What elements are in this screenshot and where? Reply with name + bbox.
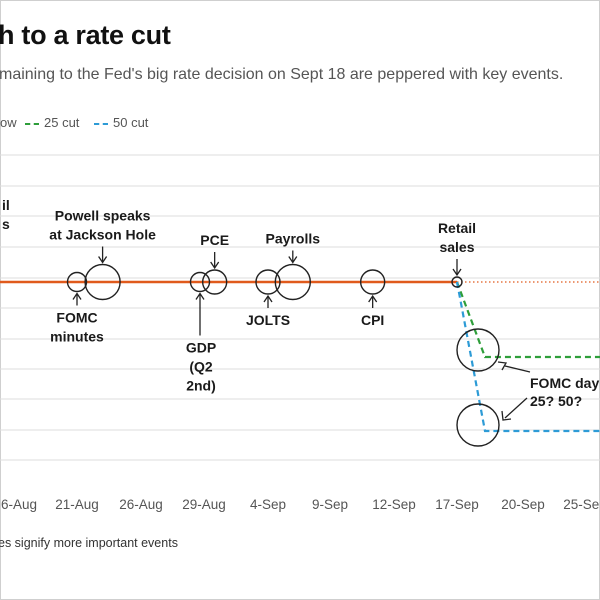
event-marker-payrolls <box>274 263 311 301</box>
fomc-arrow-upper-head <box>497 361 508 371</box>
event-arrow-head-jolts <box>263 294 273 303</box>
event-label-fomc-minutes: FOMC <box>56 310 97 326</box>
event-label-partial-line2: s <box>2 216 10 232</box>
event-marker-jolts <box>255 269 281 295</box>
event-label-partial-line1: il <box>2 197 10 213</box>
event-label-gdp-q2-2nd: GDP <box>186 340 216 356</box>
event-label-powell-speaks-at-jackson-hole: Powell speaks <box>55 208 151 224</box>
series-25-cut-line <box>455 281 600 359</box>
fomc-arrow-lower <box>504 397 528 419</box>
x-tick-label: 20-Sep <box>501 497 545 512</box>
event-marker-fomc-minutes <box>66 271 88 293</box>
event-arrow-head-fomc-minutes <box>72 292 82 300</box>
fomc-arrow-upper <box>504 365 531 373</box>
legend-item-50-cut: 50 cut <box>94 115 148 130</box>
event-label-gdp-q2-2nd: 2nd) <box>186 378 216 394</box>
event-labels: il s FOMC minutes Powell speaks at Jackson … <box>2 197 599 409</box>
x-tick-label: 17-Sep <box>435 497 479 512</box>
event-arrow-head-powell-speaks-at-jackson-hole <box>98 256 108 264</box>
x-tick-label: 12-Sep <box>372 497 416 512</box>
event-arrow-head-cpi <box>368 294 378 303</box>
legend-label-50-cut: 50 cut <box>113 115 149 130</box>
event-label-pce: PCE <box>200 232 229 248</box>
event-label-gdp-q2-2nd: (Q2 <box>189 359 213 375</box>
event-label-fomc-day-25-50: FOMC day <box>530 375 599 391</box>
event-marker-powell-speaks-at-jackson-hole <box>84 263 121 301</box>
event-markers <box>66 263 500 447</box>
fomc-circle-25 <box>456 328 500 372</box>
event-arrow-head-retail-sales <box>452 268 462 277</box>
x-tick-label: 6-Aug <box>1 497 37 512</box>
fomc-circle-50 <box>456 403 500 447</box>
event-arrow-head-pce <box>210 261 220 270</box>
event-label-powell-speaks-at-jackson-hole: at Jackson Hole <box>49 227 156 243</box>
x-tick-label: 21-Aug <box>55 497 99 512</box>
event-label-fomc-day-25-50: 25? 50? <box>530 393 582 409</box>
legend-label-now: ow <box>0 115 17 130</box>
chart-title: h to a rate cut <box>0 20 171 50</box>
event-arrow-head-payrolls <box>288 256 298 264</box>
event-label-fomc-minutes: minutes <box>50 329 104 345</box>
series-50-cut-line <box>455 281 600 433</box>
x-tick-label: 9-Sep <box>312 497 348 512</box>
x-tick-label: 29-Aug <box>182 497 226 512</box>
event-arrows <box>72 246 531 421</box>
legend-key-50-cut <box>94 122 108 125</box>
legend-item-25-cut: 25 cut <box>25 115 79 130</box>
event-label-retail-sales: sales <box>439 239 474 255</box>
gridlines <box>0 154 600 461</box>
x-axis-ticks: 6-Aug 21-Aug 26-Aug 29-Aug 4-Sep 9-Sep 12-Sep 1… <box>1 497 600 512</box>
x-tick-label: 26-Aug <box>119 497 163 512</box>
event-marker-pce <box>201 269 228 295</box>
event-label-jolts: JOLTS <box>246 312 290 328</box>
event-marker-gdp-q2-2nd <box>189 271 211 293</box>
event-marker-cpi <box>359 269 386 295</box>
fomc-arrow-lower-head <box>501 410 512 421</box>
legend-label-25-cut: 25 cut <box>44 115 80 130</box>
event-label-retail-sales: Retail <box>438 220 476 236</box>
legend-item-now: ow <box>0 115 17 130</box>
event-label-payrolls: Payrolls <box>266 231 321 247</box>
event-marker-retail-sales <box>451 276 463 288</box>
x-tick-label: 25-Sep <box>563 497 600 512</box>
chart-plot: il s FOMC minutes Powell speaks at Jackson … <box>0 154 600 512</box>
x-tick-label: 4-Sep <box>250 497 286 512</box>
legend-key-25-cut <box>25 122 39 125</box>
footnote: es signify more important events <box>0 536 178 550</box>
chart-subtitle: maining to the Fed's big rate decision o… <box>0 66 564 83</box>
event-arrow-head-gdp-q2-2nd <box>195 292 205 300</box>
event-label-cpi: CPI <box>361 312 384 328</box>
